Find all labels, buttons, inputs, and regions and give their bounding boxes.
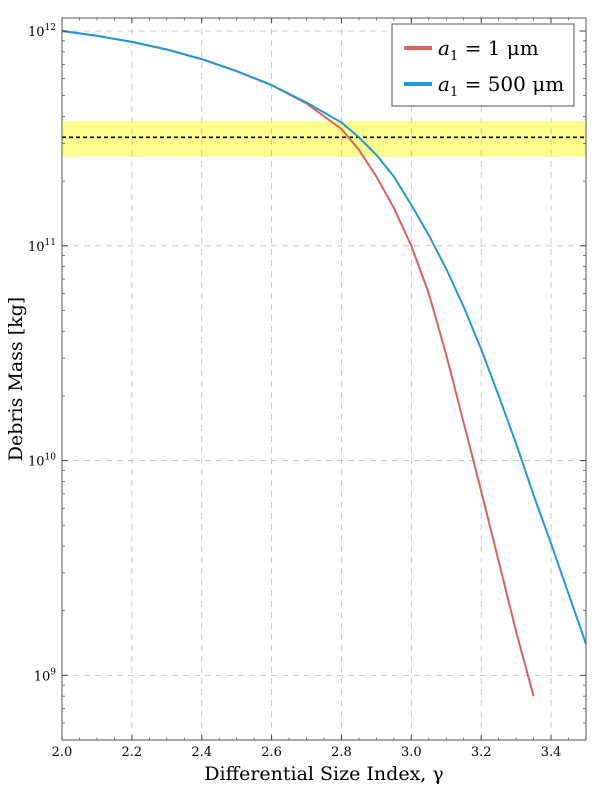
series-layer [62, 30, 586, 697]
tick-layer [61, 18, 587, 741]
label-layer: 2.0 2.2 2.4 2.6 2.8 3.0 3.2 3.4 109 1010 1011 1012 [28, 23, 561, 760]
x-tick-label: 3.4 [541, 745, 562, 760]
y-tick-label: 1012 [28, 23, 56, 40]
x-tick-label: 2.8 [331, 745, 352, 760]
y-axis-title: Debris Mass [kg] [5, 297, 27, 461]
legend-box [391, 23, 575, 107]
uncertainty-band [62, 121, 586, 157]
legend-label-1: a1 = 1 μm [438, 36, 539, 64]
x-tick-label: 2.2 [122, 745, 143, 760]
x-axis-title: Differential Size Index, γ [204, 763, 443, 785]
x-tick-label: 2.0 [52, 745, 73, 760]
x-tick-label: 2.4 [191, 745, 212, 760]
x-tick-label: 3.0 [401, 745, 422, 760]
y-tick-label: 109 [34, 667, 57, 684]
x-tick-label: 3.2 [471, 745, 492, 760]
y-tick-label: 1010 [28, 453, 56, 470]
x-tick-label: 2.6 [261, 745, 282, 760]
series-line-2 [62, 30, 586, 645]
y-tick-label: 1011 [28, 238, 56, 255]
legend: a1 = 1 μm a1 = 500 μm [391, 23, 575, 107]
band-layer [62, 121, 586, 157]
legend-label-2: a1 = 500 μm [438, 72, 564, 100]
